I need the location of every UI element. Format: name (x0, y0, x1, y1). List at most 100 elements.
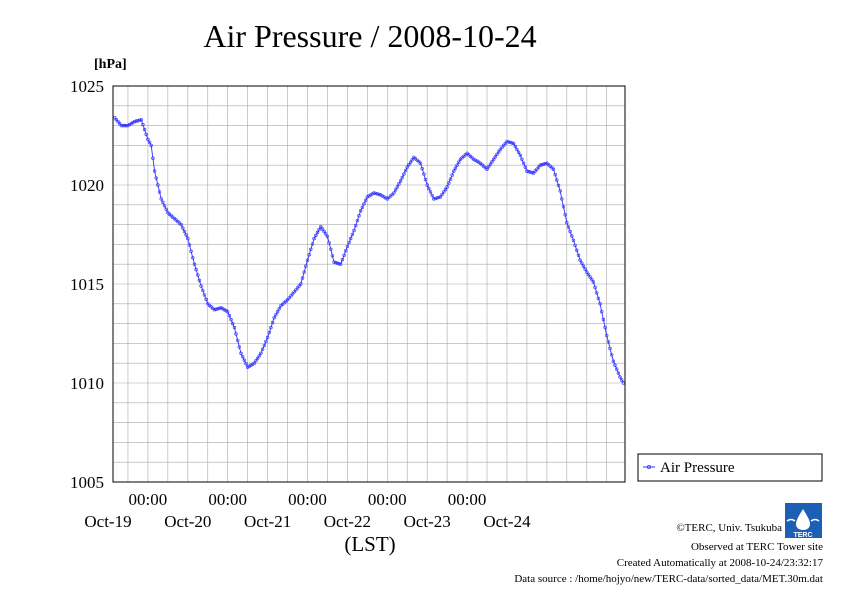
data-point (473, 158, 478, 163)
data-point (568, 229, 572, 234)
data-point (516, 150, 521, 155)
data-point (551, 167, 556, 171)
data-point (427, 186, 431, 191)
data-point (315, 230, 320, 235)
terc-logo-text: TERC (793, 532, 812, 539)
data-point (255, 356, 260, 360)
y-tick-label: 1025 (70, 77, 104, 96)
data-point (571, 238, 576, 243)
data-point (144, 132, 148, 137)
data-point (528, 170, 532, 174)
data-point (560, 197, 564, 201)
data-point (578, 258, 582, 262)
data-point (307, 253, 311, 257)
data-point (418, 161, 423, 165)
data-point (182, 229, 187, 234)
data-point (320, 227, 325, 231)
data-point (141, 122, 145, 127)
data-point (613, 363, 617, 367)
data-point (601, 317, 606, 322)
data-point (244, 362, 248, 366)
data-point (239, 351, 243, 355)
data-point (583, 267, 587, 271)
data-point (212, 308, 217, 312)
data-point (287, 296, 291, 300)
data-point (508, 140, 512, 145)
data-point (536, 165, 541, 169)
data-point (119, 123, 124, 128)
data-point (142, 127, 147, 132)
data-point (201, 288, 205, 293)
data-point (377, 192, 381, 197)
data-point (231, 321, 235, 326)
data-point (428, 190, 433, 194)
data-point (270, 320, 275, 325)
data-point (305, 258, 310, 262)
data-point (525, 169, 529, 173)
data-point (581, 264, 586, 268)
data-point (272, 316, 276, 320)
data-point (164, 207, 168, 212)
data-point (453, 166, 458, 170)
data-point (357, 214, 361, 218)
data-point (179, 222, 183, 227)
grid-lines (113, 86, 625, 482)
footer-copyright: ©TERC, Univ. Tsukuba (676, 522, 782, 534)
data-point (435, 196, 439, 200)
data-point (312, 236, 316, 241)
data-point (154, 176, 158, 180)
data-point (372, 191, 376, 195)
data-point (506, 140, 511, 144)
x-day-label: Oct-20 (164, 512, 211, 531)
data-point (122, 123, 127, 128)
data-point (530, 170, 534, 175)
x-tick-time-label: 00:00 (129, 490, 168, 509)
data-point (472, 157, 476, 162)
data-point (447, 181, 451, 185)
data-point (591, 280, 596, 284)
data-point (443, 187, 448, 192)
data-point (492, 157, 496, 162)
y-tick-label: 1010 (70, 374, 104, 393)
data-point (152, 169, 157, 173)
data-point (204, 297, 208, 301)
data-point (437, 195, 441, 200)
data-point (402, 172, 406, 176)
data-point (566, 225, 571, 229)
data-point (575, 248, 579, 253)
series-air-pressure (112, 115, 625, 385)
data-point (252, 361, 257, 365)
data-point (393, 188, 398, 192)
data-point (614, 367, 619, 371)
legend-box (637, 453, 823, 482)
data-point (221, 307, 225, 311)
data-point (324, 232, 328, 236)
legend-label: Air Pressure (660, 460, 735, 476)
data-point (352, 228, 356, 233)
legend: Air Pressure (637, 453, 823, 482)
data-point (570, 234, 574, 238)
data-point (300, 276, 305, 280)
data-point (354, 223, 358, 228)
data-point (609, 353, 614, 357)
data-point (433, 196, 438, 201)
data-point (580, 261, 584, 265)
data-point (365, 195, 369, 199)
data-point (573, 243, 577, 248)
data-point (285, 298, 290, 302)
x-day-label: Oct-22 (324, 512, 371, 531)
x-tick-time-label: 00:00 (368, 490, 407, 509)
data-point (541, 162, 546, 166)
data-point (226, 310, 230, 314)
data-point (202, 293, 207, 297)
data-point (510, 141, 514, 145)
x-tick-time-label: 00:00 (448, 490, 487, 509)
data-point (422, 172, 426, 176)
data-point (229, 317, 233, 322)
data-point (425, 183, 429, 187)
data-point (540, 163, 544, 167)
data-point (310, 242, 315, 246)
data-point (501, 143, 506, 148)
data-point (590, 277, 594, 282)
data-point (555, 178, 559, 182)
